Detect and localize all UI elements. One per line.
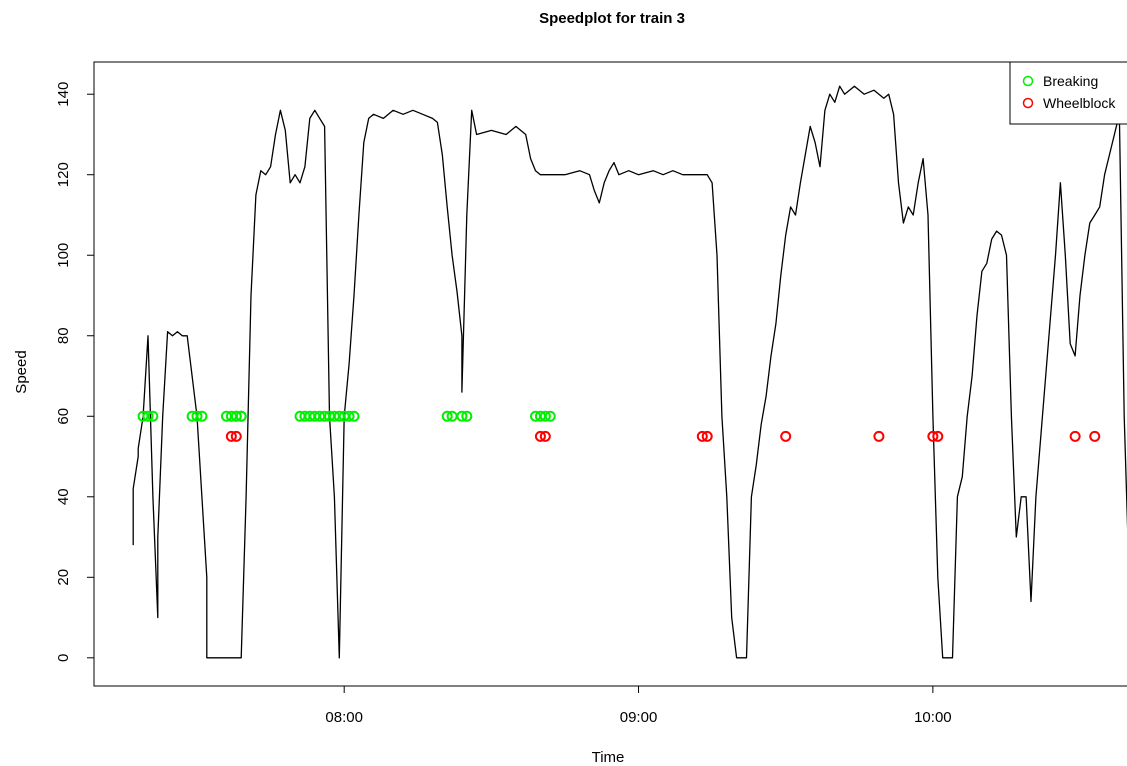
wheelblock-point — [1089, 430, 1101, 442]
y-axis: 0 20 40 60 80 100 120 140 — [55, 82, 95, 662]
x-tick-label: 08:00 — [325, 709, 363, 726]
breaking-point — [539, 410, 551, 422]
points-layer — [137, 410, 1101, 442]
y-tick-label: 100 — [55, 243, 72, 268]
breaking-point — [196, 410, 208, 422]
breaking-point — [348, 410, 360, 422]
y-tick-label: 20 — [55, 569, 72, 586]
breaking-point — [441, 410, 453, 422]
x-axis-label: Time — [592, 749, 625, 766]
y-tick-label: 140 — [55, 82, 72, 107]
legend-wheelblock-label: Wheelblock — [1043, 95, 1116, 111]
breaking-point — [235, 410, 247, 422]
breaking-point — [461, 410, 473, 422]
wheelblock-point — [873, 430, 885, 442]
speed-line — [132, 85, 1127, 659]
wheelblock-point — [696, 430, 708, 442]
wheelblock-point — [534, 430, 546, 442]
chart-title: Speedplot for train 3 — [539, 10, 685, 27]
legend-wheelblock-marker — [1022, 97, 1034, 109]
legend-breaking-marker — [1022, 75, 1034, 87]
breaking-point — [191, 410, 203, 422]
breaking-point — [142, 410, 154, 422]
wheelblock-point — [225, 430, 237, 442]
series-layer — [132, 85, 1127, 659]
y-tick-label: 40 — [55, 488, 72, 505]
legend: Breaking Wheelblock — [1009, 61, 1127, 125]
wheelblock-point — [701, 430, 713, 442]
x-axis: 08:00 09:00 10:00 — [325, 685, 952, 726]
y-tick-label: 0 — [55, 654, 72, 662]
x-tick-label: 10:00 — [914, 709, 952, 726]
y-tick-label: 60 — [55, 408, 72, 425]
x-tick-label: 09:00 — [620, 709, 658, 726]
legend-breaking-label: Breaking — [1043, 73, 1098, 89]
y-axis-label: Speed — [13, 350, 30, 393]
breaking-point — [343, 410, 355, 422]
wheelblock-point — [927, 430, 939, 442]
legend-box — [1009, 61, 1127, 125]
wheelblock-point — [539, 430, 551, 442]
wheelblock-point — [780, 430, 792, 442]
y-tick-label: 80 — [55, 327, 72, 344]
wheelblock-point — [230, 430, 242, 442]
breaking-point — [544, 410, 556, 422]
y-tick-label: 120 — [55, 162, 72, 187]
breaking-point — [147, 410, 159, 422]
wheelblock-point — [1069, 430, 1081, 442]
breaking-point — [230, 410, 242, 422]
wheelblock-point — [932, 430, 944, 442]
breaking-point — [456, 410, 468, 422]
